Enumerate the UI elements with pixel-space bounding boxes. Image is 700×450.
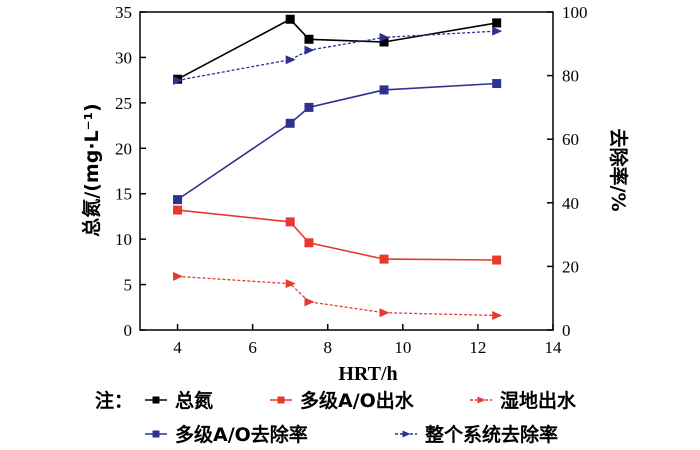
legend-item: 多级A/O去除率 xyxy=(145,423,308,446)
series-line xyxy=(177,18,497,80)
legend-label: 多级A/O出水 xyxy=(300,389,415,412)
data-point xyxy=(379,85,389,95)
legend-item: 湿地出水 xyxy=(470,389,577,412)
legend-item: 多级A/O出水 xyxy=(270,389,415,412)
data-point xyxy=(285,14,295,24)
series-4 xyxy=(173,79,502,205)
legend-label: 整个系统去除率 xyxy=(425,423,558,446)
data-point xyxy=(492,79,502,89)
data-point xyxy=(173,195,183,205)
y-right-tick-label: 40 xyxy=(562,194,579,213)
y-right-tick-label: 80 xyxy=(562,67,579,86)
data-point xyxy=(379,254,389,264)
legend-swatch-marker xyxy=(152,396,160,404)
data-point xyxy=(285,118,295,128)
series-5 xyxy=(173,26,503,85)
legend-swatch-marker xyxy=(477,396,486,404)
data-point xyxy=(379,308,390,318)
series-2 xyxy=(173,205,502,265)
data-point xyxy=(173,271,184,281)
data-point xyxy=(173,75,184,85)
series-line xyxy=(177,82,497,201)
series-3 xyxy=(173,271,503,320)
plot-frame xyxy=(139,11,554,331)
y-left-tick-label: 10 xyxy=(115,230,132,249)
series-line xyxy=(177,275,497,317)
data-point xyxy=(379,32,390,42)
plot-border xyxy=(139,11,554,331)
y-left-tick-label: 35 xyxy=(115,3,132,22)
y-axis-left-title-text: 总氮/(mg·L⁻¹) xyxy=(80,103,103,236)
y-left-tick-label: 30 xyxy=(115,48,132,67)
y-axis-right-title: 去除率/% xyxy=(607,129,630,212)
data-point xyxy=(285,217,295,227)
x-tick-label: 6 xyxy=(248,338,257,357)
x-axis-title: HRT/h xyxy=(338,363,397,385)
series-1 xyxy=(173,14,502,84)
legend-swatch-marker xyxy=(152,430,160,438)
data-point xyxy=(285,279,296,289)
x-tick-label: 10 xyxy=(394,338,411,357)
y-left-tick-label: 0 xyxy=(124,321,133,340)
data-point xyxy=(492,18,502,28)
series-layer xyxy=(173,14,503,320)
data-point xyxy=(304,102,314,112)
y-left-tick-label: 5 xyxy=(124,276,133,295)
data-point xyxy=(304,238,314,248)
series-line xyxy=(177,209,497,261)
y-right-tick-label: 100 xyxy=(562,3,588,22)
x-tick-label: 12 xyxy=(469,338,486,357)
y-right-tick-label: 0 xyxy=(562,321,571,340)
data-point xyxy=(173,205,183,215)
data-point xyxy=(304,297,315,307)
data-point xyxy=(304,45,315,55)
data-point xyxy=(379,37,389,47)
x-tick-label: 4 xyxy=(173,338,182,357)
data-point xyxy=(492,26,503,36)
x-tick-label: 8 xyxy=(323,338,332,357)
data-point xyxy=(285,55,296,65)
legend-label: 总氮 xyxy=(175,389,213,412)
legend-swatch-marker xyxy=(402,430,411,438)
y-right-tick-label: 20 xyxy=(562,257,579,276)
x-tick-label: 14 xyxy=(545,338,563,357)
data-point xyxy=(492,310,503,320)
y-right-tick-label: 60 xyxy=(562,130,579,149)
data-point xyxy=(304,34,314,44)
legend-prefix: 注： xyxy=(95,389,133,412)
y-axis-left-title: 总氮/(mg·L⁻¹) xyxy=(80,103,103,236)
data-point xyxy=(492,255,502,265)
y-left-tick-label: 25 xyxy=(115,94,132,113)
y-left-tick-label: 15 xyxy=(115,185,132,204)
legend-label: 湿地出水 xyxy=(500,389,577,412)
legend-item: 总氮 xyxy=(145,389,213,412)
y-axis-right-title-text: 去除率/% xyxy=(607,129,630,212)
legend-item: 整个系统去除率 xyxy=(395,423,558,446)
legend-label: 多级A/O去除率 xyxy=(175,423,308,446)
legend-swatch-marker xyxy=(277,396,285,404)
y-left-tick-label: 20 xyxy=(115,139,132,158)
series-line xyxy=(177,30,497,82)
